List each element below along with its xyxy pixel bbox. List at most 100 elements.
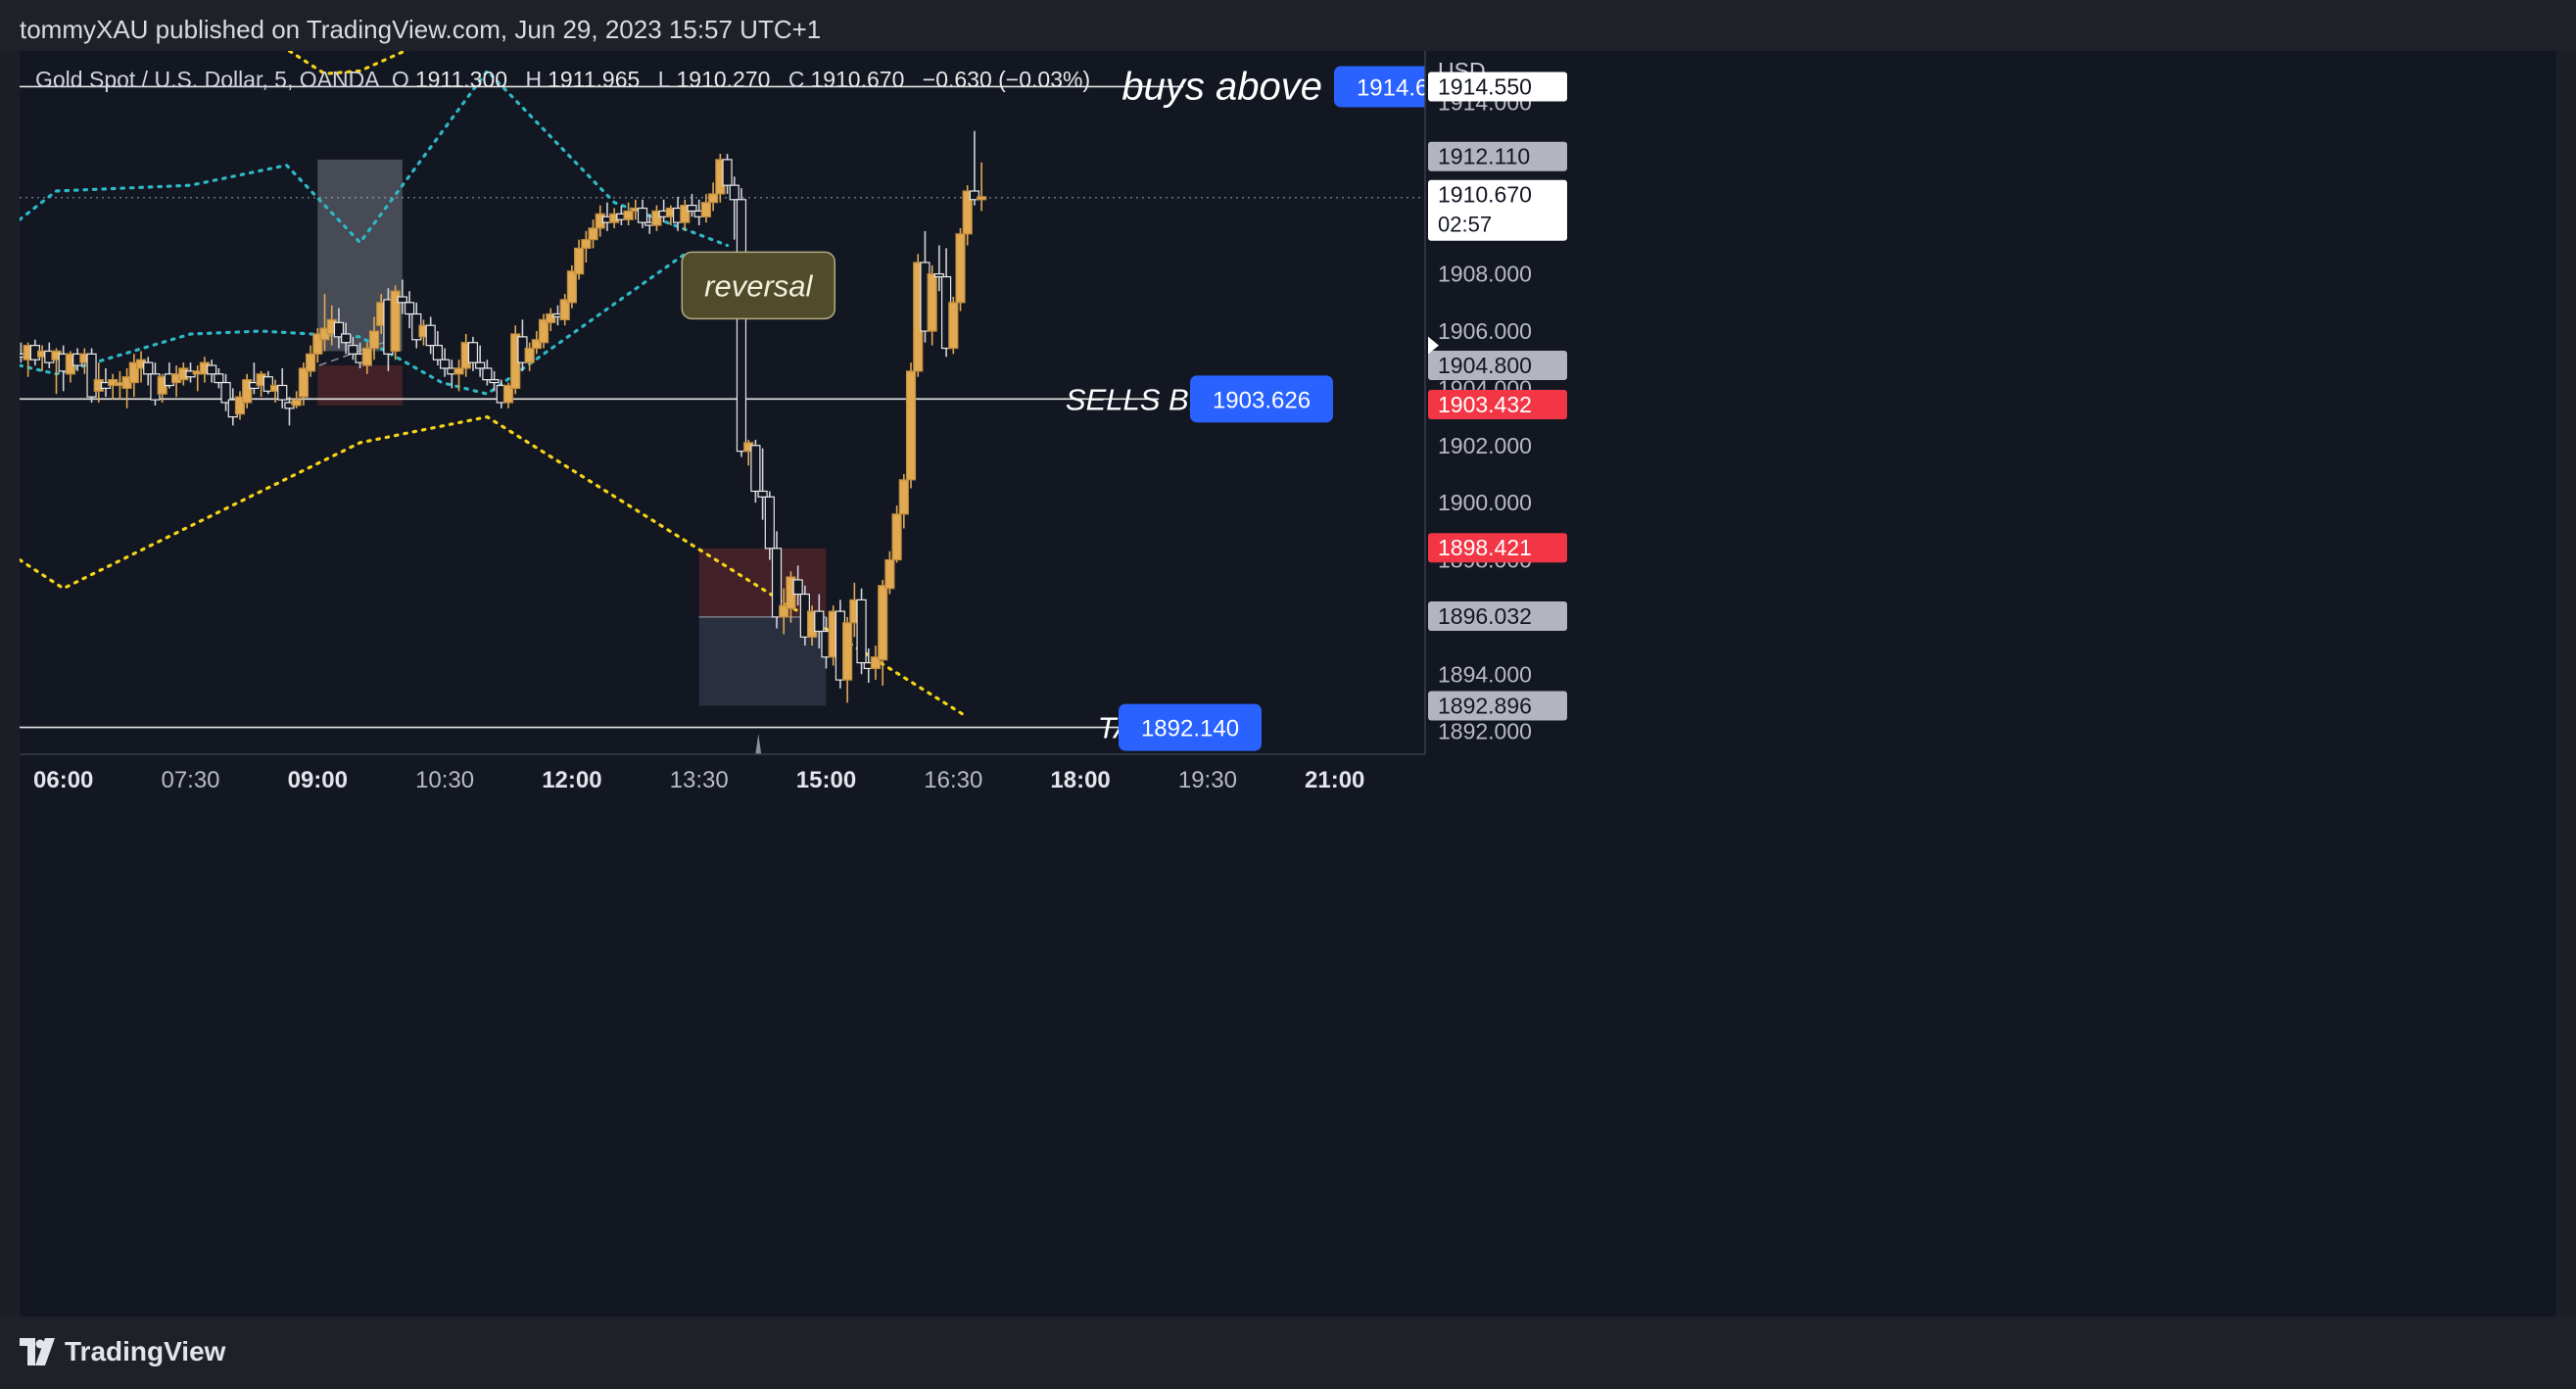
candle[interactable] — [214, 367, 224, 389]
yellow-channel-line-1[interactable] — [287, 51, 459, 75]
candle[interactable] — [390, 285, 401, 360]
candle[interactable] — [842, 616, 853, 703]
candle[interactable] — [559, 294, 570, 326]
candle[interactable] — [128, 354, 139, 398]
candle[interactable] — [948, 297, 959, 355]
candle[interactable] — [623, 202, 634, 226]
candle[interactable] — [546, 308, 556, 332]
candle[interactable] — [779, 588, 789, 635]
candle-body — [891, 513, 902, 561]
candle[interactable] — [588, 219, 598, 249]
candle[interactable] — [566, 264, 578, 309]
price-label-bg — [1428, 533, 1567, 563]
candle[interactable] — [856, 588, 867, 675]
candle[interactable] — [927, 264, 937, 346]
x-tick-label: 15:00 — [796, 767, 856, 793]
candle[interactable] — [524, 342, 535, 371]
candle[interactable] — [502, 382, 514, 408]
candle[interactable] — [771, 531, 783, 629]
candle[interactable] — [736, 188, 747, 457]
candle-body — [86, 353, 97, 398]
candle[interactable] — [870, 646, 882, 681]
candle[interactable] — [440, 348, 451, 377]
candle[interactable] — [242, 373, 253, 408]
candle-body — [341, 333, 352, 344]
candle[interactable] — [955, 227, 966, 311]
candle[interactable] — [341, 322, 352, 355]
candle[interactable] — [489, 370, 500, 392]
cyan-channel-line-1[interactable] — [20, 68, 730, 248]
sells-below-badge-text: 1903.626 — [1213, 387, 1311, 413]
candle[interactable] — [962, 185, 973, 246]
candle-body — [948, 302, 959, 350]
candle[interactable] — [884, 551, 895, 595]
candle[interactable] — [722, 154, 733, 194]
candle[interactable] — [933, 245, 944, 292]
candle[interactable] — [404, 291, 415, 329]
candle[interactable] — [574, 239, 585, 280]
price-label-bg — [1428, 179, 1567, 241]
candle[interactable] — [368, 316, 380, 360]
candle[interactable] — [397, 279, 407, 314]
candle[interactable] — [143, 357, 154, 386]
cyan-channel-line-2[interactable] — [20, 252, 687, 396]
candle[interactable] — [687, 193, 697, 217]
candle[interactable] — [333, 308, 345, 349]
candle[interactable] — [305, 345, 316, 377]
candle[interactable] — [878, 579, 888, 686]
y-tick-label: 1902.000 — [1438, 433, 1532, 458]
candle[interactable] — [432, 331, 443, 366]
footer-bar: TradingView — [0, 1317, 2576, 1389]
candle[interactable] — [298, 362, 309, 406]
candle[interactable] — [531, 331, 542, 355]
candle-body — [969, 190, 980, 201]
price-label-bg — [1428, 72, 1567, 102]
candle-body — [905, 370, 917, 481]
candle[interactable] — [898, 473, 909, 529]
candle[interactable] — [764, 491, 775, 560]
candle-body — [870, 656, 882, 670]
candle[interactable] — [680, 199, 691, 231]
candle[interactable] — [291, 391, 302, 408]
reversal-annotation[interactable]: reversal — [681, 251, 836, 320]
candle[interactable] — [969, 130, 980, 206]
candle[interactable] — [700, 193, 712, 223]
x-tick-label: 21:00 — [1305, 767, 1364, 793]
candle[interactable] — [729, 176, 739, 240]
price-label-text: 1898.421 — [1438, 535, 1532, 560]
y-tick-label: 1908.000 — [1438, 262, 1532, 287]
candle[interactable] — [86, 348, 97, 403]
candle[interactable] — [482, 359, 493, 386]
ohlc-open: O 1911.300 — [392, 67, 513, 92]
candle[interactable] — [234, 391, 246, 420]
reversal-box — [681, 251, 836, 320]
candle[interactable] — [977, 162, 987, 212]
candle[interactable] — [581, 230, 592, 263]
candle[interactable] — [475, 345, 486, 377]
yellow-channel-line-2[interactable] — [20, 414, 970, 719]
candle[interactable] — [750, 439, 761, 503]
candle[interactable] — [277, 367, 288, 408]
candle[interactable] — [361, 342, 372, 374]
candle[interactable] — [792, 565, 803, 606]
candle[interactable] — [538, 313, 549, 349]
candle[interactable] — [312, 328, 323, 363]
candle[interactable] — [453, 359, 464, 392]
candle[interactable] — [637, 199, 648, 228]
candle[interactable] — [425, 316, 436, 355]
candle[interactable] — [207, 359, 217, 383]
target-level[interactable]: TARGET1892.140 — [20, 703, 1262, 751]
candle[interactable] — [757, 448, 768, 520]
candle[interactable] — [220, 373, 231, 411]
candle[interactable] — [262, 370, 273, 395]
candle[interactable] — [905, 362, 917, 489]
candle[interactable] — [891, 505, 902, 563]
candle[interactable] — [708, 182, 719, 212]
candle[interactable] — [348, 336, 358, 360]
candle[interactable] — [814, 594, 825, 649]
candle[interactable] — [651, 205, 662, 231]
candle[interactable] — [467, 336, 479, 371]
